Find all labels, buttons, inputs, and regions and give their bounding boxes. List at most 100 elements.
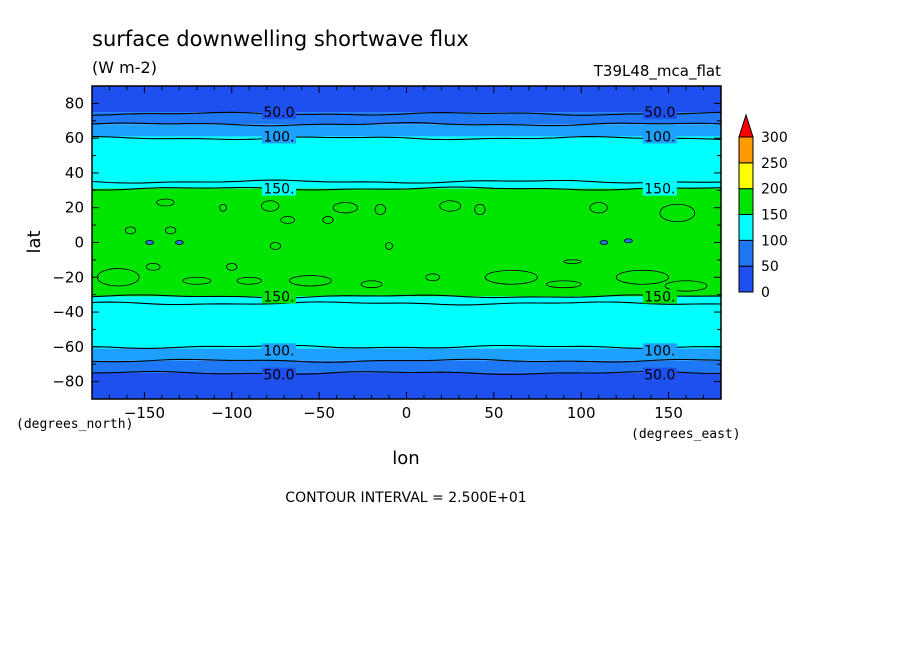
colorbar-swatch	[738, 162, 754, 190]
y-tick-label: 0	[74, 234, 84, 252]
contour-label: 50.0	[644, 105, 675, 121]
contour-blob	[374, 203, 386, 216]
contour-blob	[124, 226, 137, 235]
contour-label-bg	[642, 129, 677, 144]
y-tick-label: −80	[52, 373, 84, 391]
x-axis-label: lon	[392, 448, 419, 469]
run-label: T39L48_mca_flat	[593, 62, 721, 81]
contour-blob	[182, 276, 212, 285]
contour-label: 150.	[263, 182, 294, 198]
y-axis-ticks: −80 −60 −40 −20 0 20 40 60 80	[52, 94, 721, 391]
contour-label-bg	[642, 181, 677, 196]
contour-band	[92, 296, 721, 349]
contour-label-bg	[261, 105, 296, 120]
contour-line	[91, 186, 722, 191]
contour-blob	[289, 275, 332, 287]
x-tick-label: −100	[211, 404, 252, 422]
contour-line	[91, 294, 721, 299]
contour-band	[92, 124, 721, 137]
contour-blob	[439, 200, 462, 212]
contour-interval-note: CONTOUR INTERVAL = 2.500E+01	[285, 490, 526, 506]
x-axis-ticks: −150 −100 −50 0 50 100 150	[108, 86, 705, 422]
colorbar-overflow-triangle	[738, 113, 754, 138]
y-tick-label: 80	[65, 94, 84, 112]
colorbar-swatch	[738, 265, 754, 293]
contour-low-spot	[145, 240, 155, 245]
colorbar-label: 250	[761, 156, 788, 172]
contour-blob	[145, 262, 161, 271]
contour-label: 150.	[263, 289, 294, 305]
x-axis-units: (degrees_east)	[631, 427, 741, 442]
x-tick-label: 50	[484, 404, 503, 422]
contour-band	[92, 136, 721, 189]
contour-line	[91, 358, 722, 363]
contour-label: 100.	[644, 129, 675, 145]
y-tick-label: −60	[52, 338, 84, 356]
contour-blob	[659, 203, 696, 223]
contour-label: 50.0	[644, 368, 675, 384]
contour-blob	[615, 269, 669, 285]
contour-low-spot	[623, 238, 633, 244]
colorbar-label: 0	[761, 285, 770, 301]
contour-blob	[360, 280, 383, 289]
contour-blob	[164, 226, 177, 235]
contour-label-bg	[261, 367, 296, 382]
contour-label-bg	[642, 367, 677, 382]
contour-blob	[425, 273, 441, 282]
chart-title: surface downwelling shortwave flux	[92, 27, 469, 51]
x-tick-label: 0	[402, 404, 412, 422]
contour-label: 150.	[644, 182, 675, 198]
contour-blob	[545, 280, 582, 289]
contour-line	[91, 179, 722, 184]
contour-label-bg	[261, 289, 296, 304]
contour-low-spot	[599, 240, 609, 245]
contour-line	[91, 136, 722, 141]
contour-blob	[280, 216, 296, 224]
contour-blob	[664, 280, 708, 292]
y-tick-label: −20	[52, 268, 84, 286]
colorbar-label: 50	[761, 259, 779, 275]
y-tick-label: −40	[52, 303, 84, 321]
contour-label: 100.	[263, 129, 294, 145]
colorbar-label: 150	[761, 208, 788, 224]
contour-label: 50.0	[263, 368, 294, 384]
contour-blob	[156, 198, 175, 207]
x-tick-label: −150	[124, 404, 165, 422]
colorbar-swatch	[738, 188, 754, 216]
contour-blob	[332, 202, 358, 214]
y-axis-units: (degrees_north)	[16, 417, 133, 432]
contour-label-bg	[261, 129, 296, 144]
colorbar-label: 100	[761, 233, 788, 249]
x-tick-label: −50	[303, 404, 335, 422]
contour-blob	[96, 268, 140, 287]
contour-blob	[322, 216, 334, 224]
colorbar: 0 50 100 150 200 250 300	[738, 113, 788, 301]
contour-line	[91, 344, 721, 349]
contour-blob	[269, 242, 282, 250]
contour-line	[92, 370, 721, 375]
contour-label-bg	[642, 289, 677, 304]
x-tick-label: 150	[654, 404, 683, 422]
contour-label-bg	[261, 181, 296, 196]
contour-blob	[589, 202, 608, 214]
x-tick-label: 100	[567, 404, 596, 422]
colorbar-label: 300	[761, 130, 788, 146]
colorbar-swatch	[738, 239, 754, 267]
contour-blob	[474, 203, 486, 216]
y-axis-label: lat	[24, 230, 45, 253]
contour-blob	[385, 242, 393, 250]
contour-blob	[219, 203, 227, 212]
contour-label-layer: 50.0 50.0 100. 100. 150. 150. 150. 150. 100. 100.…	[261, 105, 677, 384]
contour-blob	[563, 259, 582, 264]
contour-label: 50.0	[263, 105, 294, 121]
contour-blob	[226, 262, 238, 271]
colorbar-swatch	[738, 214, 754, 241]
colorbar-swatch	[738, 136, 754, 164]
contour-band	[92, 360, 721, 373]
chart-units: (W m-2)	[92, 58, 157, 77]
y-tick-label: 60	[65, 129, 84, 147]
contour-line	[91, 301, 722, 306]
contour-label: 150.	[644, 289, 675, 305]
contour-line	[91, 111, 722, 116]
contour-blob	[261, 200, 280, 212]
